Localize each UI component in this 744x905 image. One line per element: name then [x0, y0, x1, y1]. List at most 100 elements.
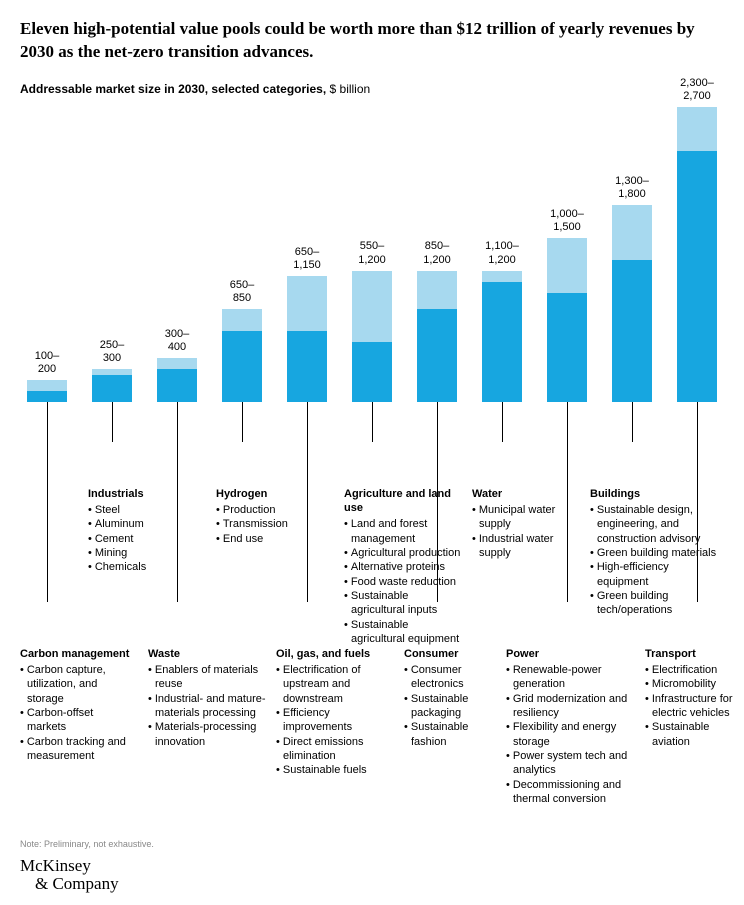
bar-lower-segment	[352, 342, 392, 402]
category-item: End use	[216, 532, 306, 546]
bar-upper-segment	[352, 271, 392, 342]
category-item: Consumer electronics	[404, 663, 500, 692]
bar	[417, 271, 457, 402]
subtitle-unit: $ billion	[326, 82, 370, 96]
category-item-list: Sustainable design, engineering, and con…	[590, 503, 720, 617]
bar	[92, 369, 132, 402]
bar-upper-segment	[482, 271, 522, 282]
category-title: Oil, gas, and fuels	[276, 647, 386, 661]
bar-upper-segment	[157, 358, 197, 369]
category-item: Materials-processing innovation	[148, 720, 268, 749]
category-item: Production	[216, 503, 306, 517]
category-title: Power	[506, 647, 636, 661]
category-item: Steel	[88, 503, 178, 517]
category-title: Agriculture and land use	[344, 487, 464, 516]
category-item: Land and forest management	[344, 517, 464, 546]
category-tick	[372, 402, 373, 442]
bar-column: 550– 1,200	[345, 240, 399, 401]
bar	[547, 238, 587, 402]
bar-value-label: 1,100– 1,200	[485, 240, 519, 266]
category-item: Industrial water supply	[472, 532, 572, 561]
bar-upper-segment	[677, 107, 717, 151]
category-item: Sustainable agricultural equipment	[344, 618, 464, 647]
category-block: ConsumerConsumer electronicsSustainable …	[404, 647, 500, 749]
bar-lower-segment	[222, 331, 262, 402]
bar-value-label: 850– 1,200	[423, 240, 451, 266]
bar-value-label: 650– 1,150	[293, 246, 321, 272]
bars-container: 100– 200 250– 300 300– 400 650– 850 650– 1,1…	[20, 102, 724, 402]
category-item: Sustainable packaging	[404, 692, 500, 721]
category-item: Transmission	[216, 517, 306, 531]
bar	[222, 309, 262, 402]
bar	[157, 358, 197, 402]
bar-column: 100– 200	[20, 350, 74, 402]
category-item: Food waste reduction	[344, 575, 464, 589]
category-item-list: ElectrificationMicromobilityInfrastructu…	[645, 663, 735, 749]
mckinsey-logo: McKinsey & Company	[20, 857, 119, 893]
chart-subtitle: Addressable market size in 2030, selecte…	[20, 82, 724, 96]
bar-lower-segment	[547, 293, 587, 402]
category-item: Electrification of upstream and downstre…	[276, 663, 386, 706]
category-item-list: Carbon capture, utilization, and storage…	[20, 663, 130, 763]
category-title: Transport	[645, 647, 735, 661]
bar-column: 650– 1,150	[280, 246, 334, 402]
category-title: Water	[472, 487, 572, 501]
category-item: Power system tech and analytics	[506, 749, 636, 778]
category-block: WaterMunicipal water supplyIndustrial wa…	[472, 487, 572, 560]
bar-value-label: 1,000– 1,500	[550, 208, 584, 234]
category-block: Carbon managementCarbon capture, utiliza…	[20, 647, 130, 763]
bar-column: 1,300– 1,800	[605, 175, 659, 402]
chart-title: Eleven high-potential value pools could …	[20, 18, 724, 64]
bar-column: 1,000– 1,500	[540, 208, 594, 402]
category-item: Carbon-offset markets	[20, 706, 130, 735]
category-tick	[242, 402, 243, 442]
category-descriptions: Carbon managementCarbon capture, utiliza…	[20, 442, 724, 822]
page: Eleven high-potential value pools could …	[0, 0, 744, 905]
category-item: Infrastructure for electric vehicles	[645, 692, 735, 721]
category-item-list: Consumer electronicsSustainable packagin…	[404, 663, 500, 749]
category-item: Cement	[88, 532, 178, 546]
category-item: Efficiency improvements	[276, 706, 386, 735]
bar-lower-segment	[157, 369, 197, 402]
bar	[352, 271, 392, 402]
bar-value-label: 250– 300	[100, 339, 124, 365]
bar-value-label: 650– 850	[230, 279, 254, 305]
bar-upper-segment	[547, 238, 587, 293]
category-title: Industrials	[88, 487, 178, 501]
category-item: Mining	[88, 546, 178, 560]
category-item: Decommissioning and thermal conversion	[506, 778, 636, 807]
category-item: Micromobility	[645, 677, 735, 691]
bar-value-label: 1,300– 1,800	[615, 175, 649, 201]
category-item: Carbon capture, utilization, and storage	[20, 663, 130, 706]
bar-value-label: 100– 200	[35, 350, 59, 376]
bar	[287, 276, 327, 402]
bar-column: 300– 400	[150, 328, 204, 402]
bar-lower-segment	[612, 260, 652, 402]
category-item: Aluminum	[88, 517, 178, 531]
category-title: Buildings	[590, 487, 720, 501]
category-block: Waste Enablers of materials reuseIndustri…	[148, 647, 268, 749]
bar-column: 250– 300	[85, 339, 139, 402]
bar-lower-segment	[482, 282, 522, 402]
category-block: Agriculture and land useLand and forest …	[344, 487, 464, 646]
category-title: Hydrogen	[216, 487, 306, 501]
category-item: Enablers of materials reuse	[148, 663, 268, 692]
category-item: Sustainable fashion	[404, 720, 500, 749]
category-item: Grid modernization and resiliency	[506, 692, 636, 721]
category-item: Green building materials	[590, 546, 720, 560]
category-tick	[632, 402, 633, 442]
category-title: Waste	[148, 647, 268, 661]
category-item: Sustainable design, engineering, and con…	[590, 503, 720, 546]
category-block: Buildings Sustainable design, engineering…	[590, 487, 720, 618]
footnote: Note: Preliminary, not exhaustive.	[20, 839, 154, 849]
bar-upper-segment	[222, 309, 262, 331]
category-item: Chemicals	[88, 560, 178, 574]
category-item-list: ProductionTransmissionEnd use	[216, 503, 306, 546]
bar-column: 2,300– 2,700	[670, 77, 724, 402]
bar-value-label: 300– 400	[165, 328, 189, 354]
bar-lower-segment	[677, 151, 717, 402]
category-item: Agricultural production	[344, 546, 464, 560]
bar-upper-segment	[287, 276, 327, 331]
category-item-list: Enablers of materials reuseIndustrial- a…	[148, 663, 268, 749]
category-item-list: Land and forest managementAgricultural p…	[344, 517, 464, 646]
